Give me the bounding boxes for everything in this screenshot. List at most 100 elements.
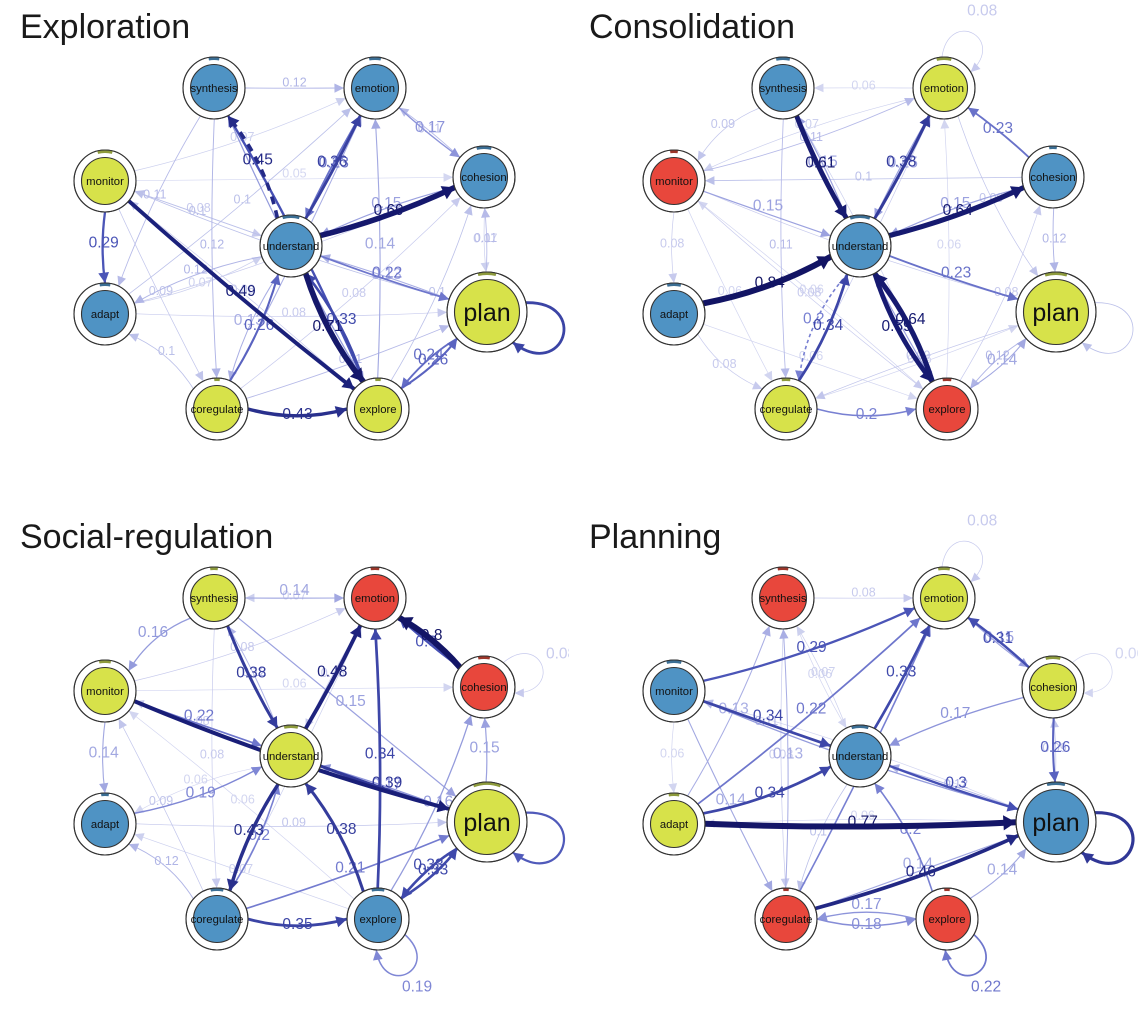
svg-text:0.2: 0.2 [856,406,878,423]
svg-text:synthesis: synthesis [190,83,237,95]
svg-text:0.09: 0.09 [282,816,306,830]
svg-text:0.22: 0.22 [971,978,1001,995]
svg-text:explore: explore [359,914,396,926]
svg-text:coregulate: coregulate [760,914,813,926]
svg-text:0.16: 0.16 [138,624,168,641]
svg-text:cohesion: cohesion [461,682,506,694]
svg-text:monitor: monitor [655,176,693,188]
svg-text:0.8: 0.8 [421,627,443,644]
svg-text:0.09: 0.09 [711,117,735,131]
svg-text:0.14: 0.14 [365,235,396,252]
svg-text:synthesis: synthesis [759,83,806,95]
svg-text:0.07: 0.07 [188,275,212,289]
svg-text:0.31: 0.31 [983,630,1013,647]
svg-text:cohesion: cohesion [1030,172,1075,184]
svg-text:0.08: 0.08 [797,285,821,299]
svg-text:0.77: 0.77 [848,814,878,831]
svg-text:0.45: 0.45 [243,151,273,168]
svg-text:understand: understand [263,241,320,253]
svg-text:0.06: 0.06 [1115,646,1138,663]
svg-text:0.08: 0.08 [851,585,875,599]
svg-text:0.34: 0.34 [755,784,786,801]
svg-text:adapt: adapt [660,819,689,831]
svg-text:0.61: 0.61 [805,155,835,172]
svg-text:0.3: 0.3 [945,774,967,791]
svg-text:understand: understand [832,241,889,253]
svg-text:monitor: monitor [655,686,693,698]
svg-text:0.34: 0.34 [753,708,784,725]
svg-text:0.84: 0.84 [755,274,786,291]
svg-text:0.34: 0.34 [813,317,844,334]
svg-text:0.23: 0.23 [941,264,971,281]
svg-text:0.19: 0.19 [402,978,432,995]
svg-text:explore: explore [359,404,396,416]
svg-text:adapt: adapt [660,309,689,321]
svg-text:0.11: 0.11 [769,238,792,252]
svg-text:0.64: 0.64 [895,311,926,328]
svg-text:0.06: 0.06 [851,79,875,93]
svg-text:0.15: 0.15 [470,739,500,756]
svg-text:0.11: 0.11 [474,231,497,245]
svg-text:emotion: emotion [924,593,964,605]
svg-text:plan: plan [463,809,510,837]
svg-text:0.23: 0.23 [983,120,1013,137]
svg-text:0.14: 0.14 [89,745,120,762]
svg-text:adapt: adapt [91,819,120,831]
svg-text:0.08: 0.08 [200,748,224,762]
svg-text:0.49: 0.49 [226,283,256,300]
svg-text:0.43: 0.43 [234,822,264,839]
svg-text:cohesion: cohesion [461,172,506,184]
svg-text:0.38: 0.38 [236,665,266,682]
svg-text:0.69: 0.69 [374,202,404,219]
svg-text:0.48: 0.48 [317,664,347,681]
svg-text:0.08: 0.08 [967,2,997,19]
svg-text:synthesis: synthesis [759,593,806,605]
svg-text:adapt: adapt [91,309,120,321]
svg-text:understand: understand [263,751,320,763]
svg-text:coregulate: coregulate [191,404,244,416]
svg-text:0.38: 0.38 [326,821,356,838]
svg-text:emotion: emotion [355,83,395,95]
svg-text:0.08: 0.08 [546,646,569,663]
svg-text:0.36: 0.36 [317,154,347,171]
svg-text:0.15: 0.15 [753,198,783,215]
svg-text:0.1: 0.1 [234,193,251,207]
svg-text:plan: plan [463,299,510,327]
svg-text:0.14: 0.14 [279,582,310,599]
svg-text:emotion: emotion [924,83,964,95]
svg-text:0.34: 0.34 [365,745,396,762]
svg-text:0.46: 0.46 [906,864,936,881]
svg-text:0.12: 0.12 [154,854,178,868]
svg-text:0.22: 0.22 [796,701,826,718]
svg-text:0.12: 0.12 [1042,231,1066,245]
svg-text:0.06: 0.06 [937,237,961,251]
svg-text:0.08: 0.08 [342,286,366,300]
svg-text:0.11: 0.11 [143,188,166,202]
svg-text:emotion: emotion [355,593,395,605]
svg-text:0.38: 0.38 [886,154,916,171]
svg-text:understand: understand [832,751,889,763]
svg-text:0.14: 0.14 [987,862,1018,879]
svg-text:0.35: 0.35 [282,916,312,933]
svg-text:0.09: 0.09 [149,284,173,298]
svg-text:0.06: 0.06 [660,747,684,761]
svg-text:0.15: 0.15 [336,693,366,710]
svg-text:0.14: 0.14 [987,352,1018,369]
svg-text:0.05: 0.05 [282,166,306,180]
svg-text:0.22: 0.22 [372,264,402,281]
svg-text:explore: explore [928,914,965,926]
svg-text:coregulate: coregulate [191,914,244,926]
svg-text:0.08: 0.08 [660,237,684,251]
svg-text:0.06: 0.06 [230,793,254,807]
svg-text:0.06: 0.06 [282,676,306,690]
svg-text:0.08: 0.08 [712,357,736,371]
svg-text:0.1: 0.1 [855,170,872,184]
svg-text:0.29: 0.29 [89,235,119,252]
svg-text:0.12: 0.12 [282,75,306,89]
svg-text:synthesis: synthesis [190,593,237,605]
svg-text:cohesion: cohesion [1030,682,1075,694]
svg-text:0.07: 0.07 [811,665,835,679]
svg-text:0.71: 0.71 [312,318,342,335]
svg-text:0.33: 0.33 [886,664,916,681]
svg-text:0.13: 0.13 [773,745,803,762]
